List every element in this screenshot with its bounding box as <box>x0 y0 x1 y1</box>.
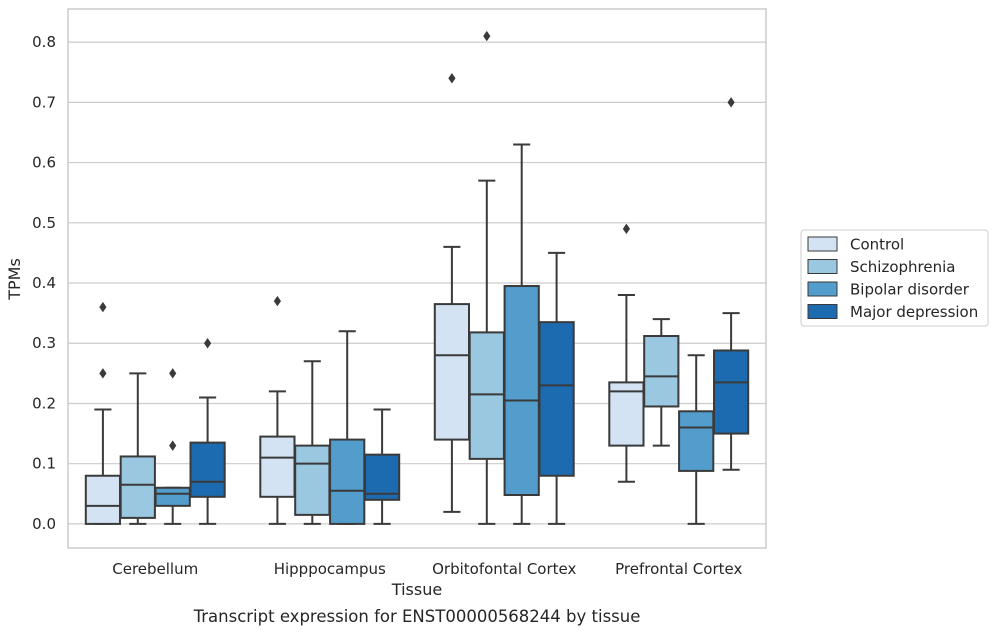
legend-label: Schizophrenia <box>850 258 955 276</box>
box <box>259 435 296 498</box>
box-group <box>294 360 331 525</box>
legend-label: Major depression <box>850 303 978 321</box>
box-group <box>468 30 505 525</box>
legend-frame <box>800 229 989 327</box>
box <box>608 381 645 447</box>
y-axis-label: TPMs <box>5 258 24 301</box>
outlier-point <box>99 301 107 313</box>
y-tick-label: 0.7 <box>32 93 56 111</box>
y-tick-label: 0.2 <box>32 394 56 412</box>
box <box>84 474 122 525</box>
grid-lines <box>68 41 766 525</box>
box-group <box>608 223 645 483</box>
outlier-point <box>169 440 177 451</box>
x-tick-label: Hipppocampus <box>274 560 386 578</box>
outlier-point <box>99 368 107 379</box>
plot-frame <box>67 8 767 549</box>
y-tick-label: 0.3 <box>32 334 56 352</box>
box-plot-marks <box>84 30 750 525</box>
y-tick-label: 0.8 <box>32 33 56 51</box>
box <box>643 335 680 408</box>
outlier-point <box>204 338 212 349</box>
box-group <box>712 97 750 471</box>
box-group <box>678 354 715 525</box>
outlier-point <box>622 223 630 235</box>
outlier-point <box>169 368 177 379</box>
legend-swatch <box>807 236 838 252</box>
box-group <box>363 408 401 525</box>
outlier-point <box>483 30 491 42</box>
y-tick-label: 0.6 <box>32 154 56 172</box>
x-axis-ticks: Cerebellum Hipppocampus Orbitofontal Corte… <box>112 560 742 578</box>
box <box>503 285 540 497</box>
box-group <box>643 318 680 447</box>
chart-caption: Transcript expression for ENST0000056824… <box>193 607 641 626</box>
box <box>154 486 191 507</box>
x-axis-label: Tissue <box>391 580 442 599</box>
outlier-point <box>273 295 281 307</box>
legend-label: Control <box>850 236 904 254</box>
box <box>468 331 505 460</box>
box <box>363 453 401 501</box>
legend-swatch <box>807 259 838 274</box>
box-group <box>538 251 575 525</box>
box <box>294 444 331 516</box>
box <box>712 349 750 435</box>
outlier-point <box>448 73 456 84</box>
y-tick-label: 0.0 <box>32 515 56 533</box>
box <box>329 438 366 525</box>
y-tick-label: 0.1 <box>32 455 56 473</box>
x-tick-label: Orbitofontal Cortex <box>432 560 576 578</box>
legend-swatch <box>807 304 838 319</box>
box <box>678 410 715 472</box>
box <box>119 455 156 519</box>
x-tick-label: Prefrontal Cortex <box>615 560 742 578</box>
x-tick-label: Cerebellum <box>112 560 198 578</box>
legend-swatch <box>807 281 838 297</box>
y-axis-ticks: 0.0 0.1 0.2 0.3 0.4 0.5 0.6 0.7 0.8 <box>32 33 56 533</box>
box <box>433 303 471 441</box>
legend-label: Bipolar disorder <box>850 281 970 299</box>
box-group <box>189 338 226 525</box>
box-group <box>503 143 540 525</box>
box-group <box>259 295 296 525</box>
y-tick-label: 0.4 <box>32 274 56 292</box>
box-group <box>329 330 366 525</box>
box <box>538 321 575 477</box>
outlier-point <box>727 97 735 108</box>
legend: Control Schizophrenia Bipolar disorder Majo… <box>800 229 989 327</box>
box-group <box>84 301 122 525</box>
box <box>189 441 226 498</box>
y-tick-label: 0.5 <box>32 214 56 232</box>
